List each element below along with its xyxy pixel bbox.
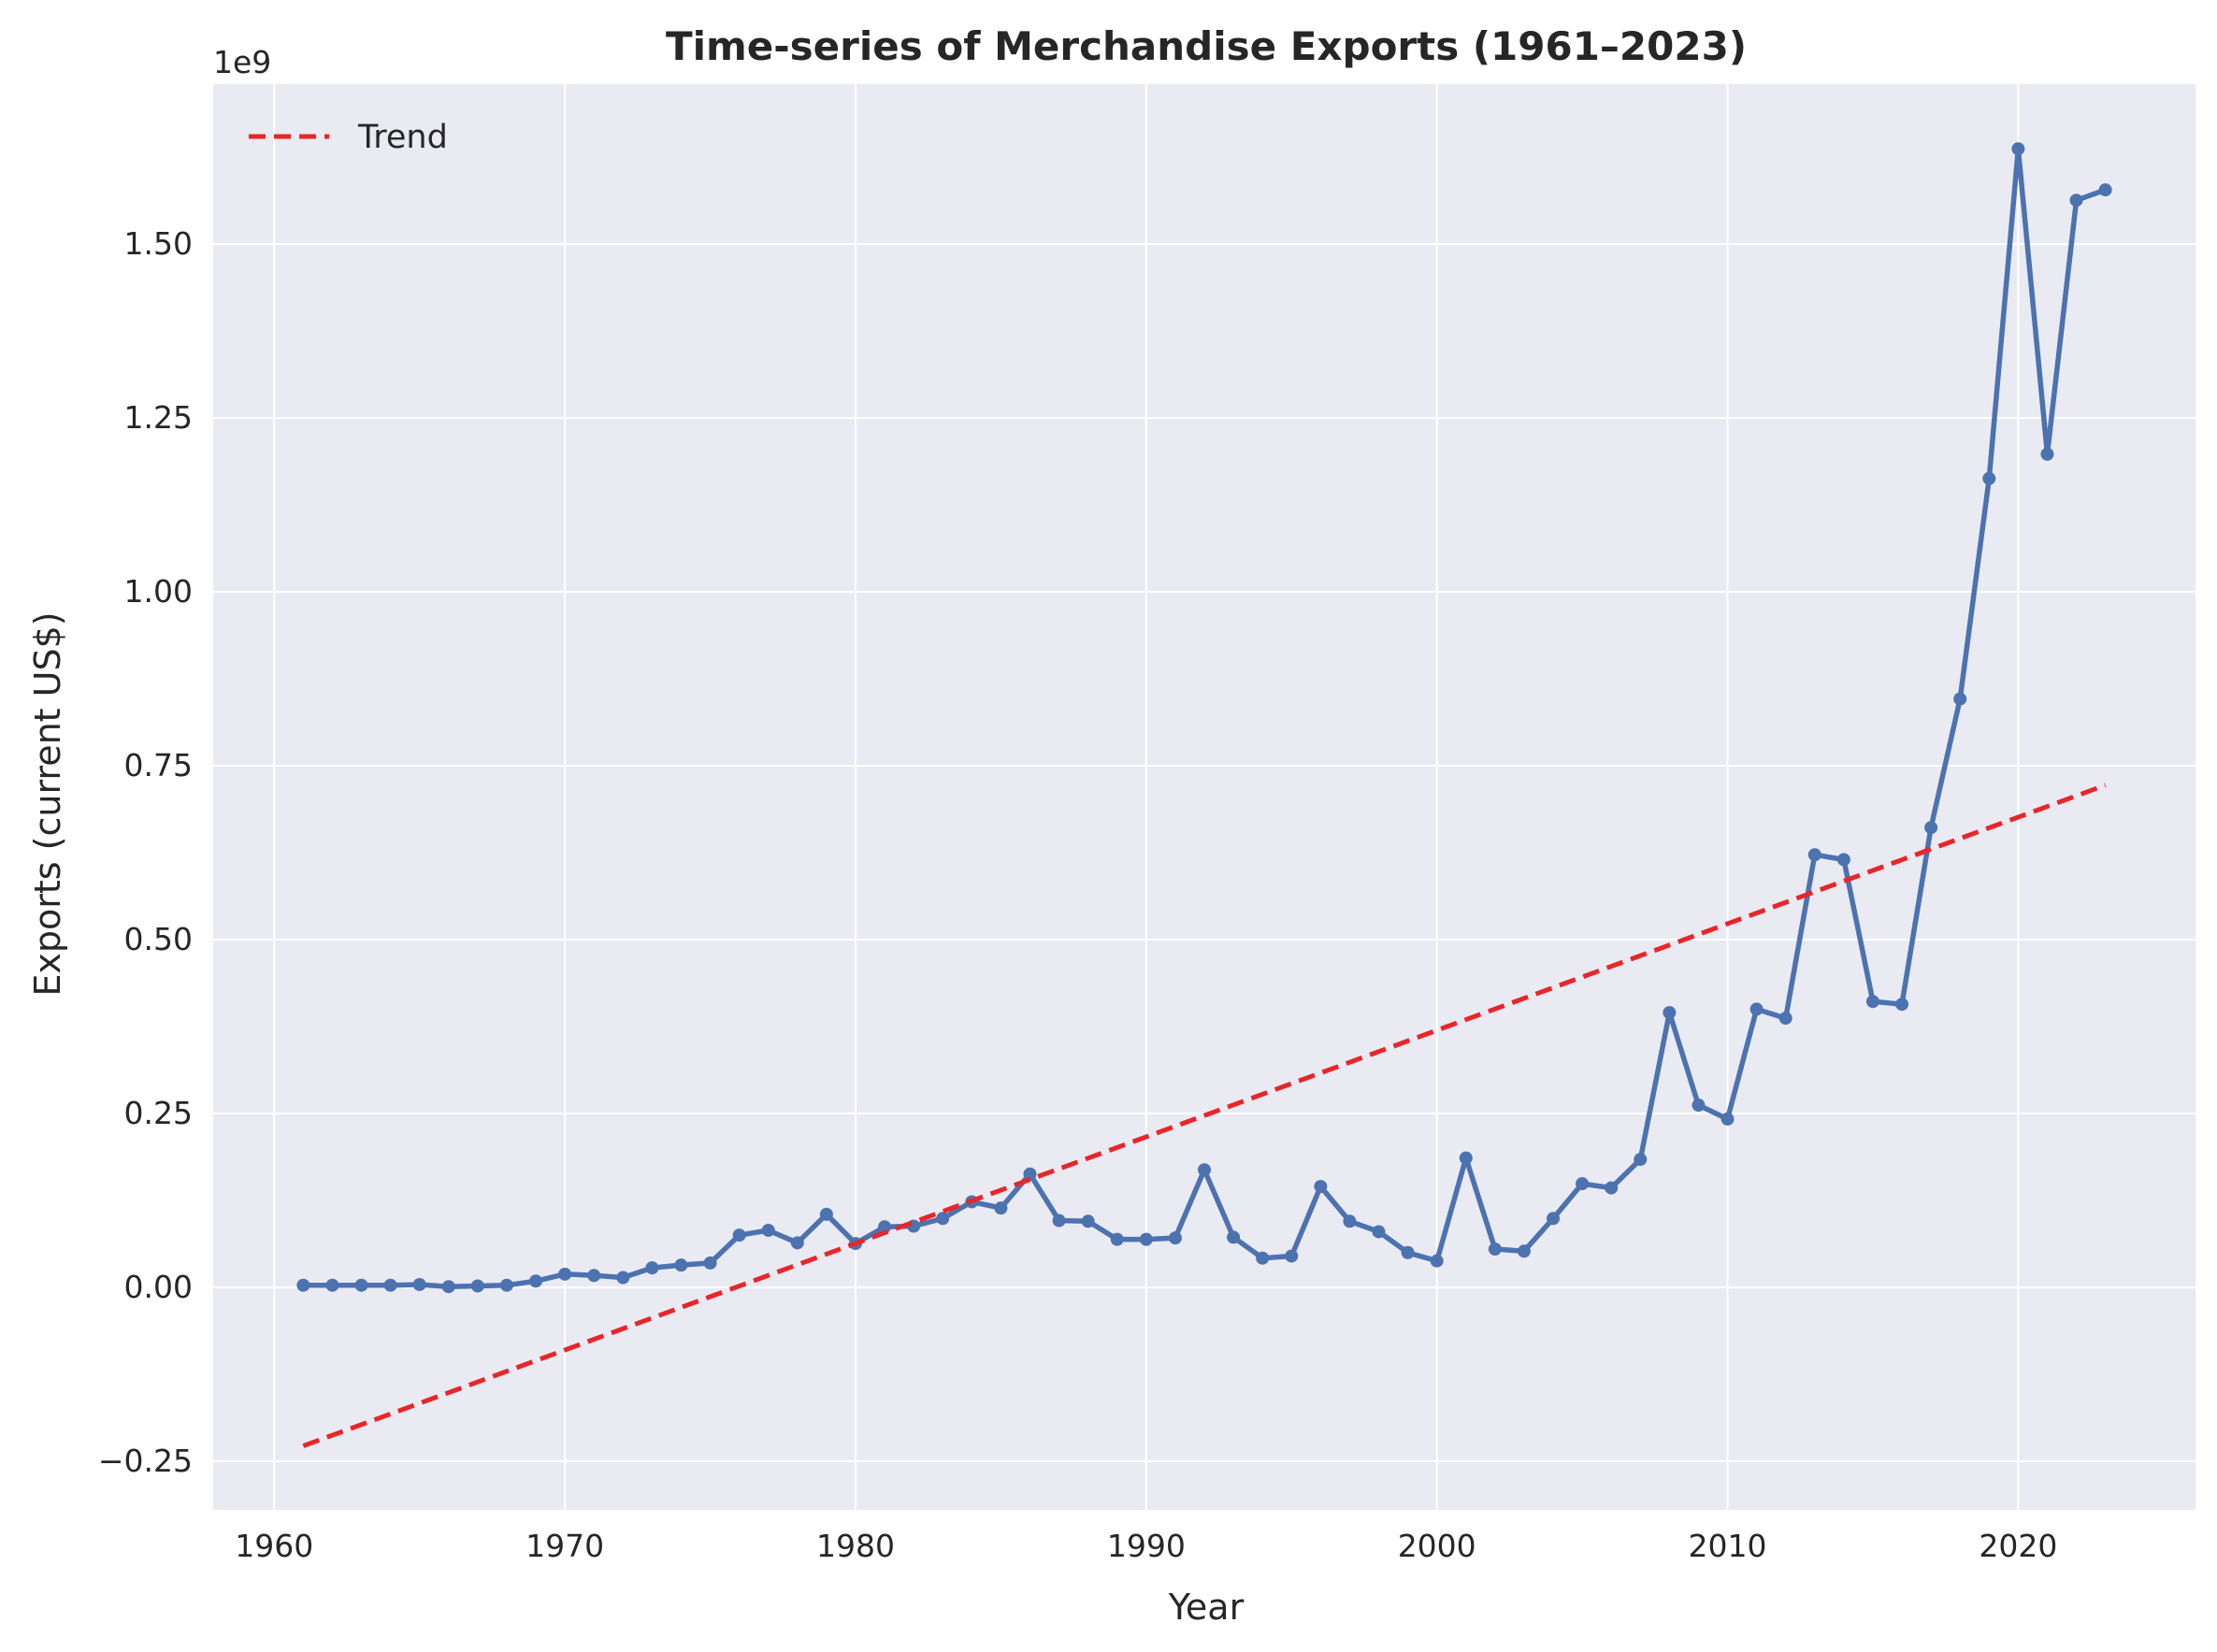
x-tick-label: 1970 bbox=[525, 1528, 604, 1564]
exports-data-point bbox=[1953, 692, 1967, 706]
y-tick-label: −0.25 bbox=[98, 1443, 193, 1479]
exports-data-point bbox=[1139, 1232, 1153, 1246]
grid-lines bbox=[213, 84, 2195, 1510]
exports-data-point bbox=[587, 1269, 601, 1283]
y-tick-label: 1.25 bbox=[124, 399, 193, 436]
exports-data-point bbox=[1895, 998, 1909, 1012]
exports-data-point bbox=[1807, 848, 1821, 862]
y-tick-label: 0.75 bbox=[124, 747, 193, 783]
y-tick-label: 0.00 bbox=[124, 1269, 193, 1305]
exports-data-point bbox=[1430, 1254, 1444, 1268]
y-tick-label: 0.25 bbox=[124, 1095, 193, 1131]
exports-data-point bbox=[2098, 183, 2112, 197]
exports-data-point bbox=[1663, 1006, 1677, 1020]
exports-data-point bbox=[499, 1278, 513, 1292]
exports-data-point bbox=[936, 1212, 950, 1226]
exports-data-point bbox=[1488, 1243, 1502, 1257]
y-offset-label: 1e9 bbox=[213, 44, 271, 80]
exports-data-point bbox=[1227, 1230, 1241, 1244]
exports-data-point bbox=[645, 1261, 659, 1275]
y-axis-ticks: −0.25 0.00 0.25 0.50 0.75 1.00 1.25 1.50 bbox=[98, 225, 193, 1479]
exports-data-point bbox=[1314, 1180, 1328, 1194]
exports-data-point bbox=[1285, 1249, 1299, 1263]
exports-data-point bbox=[1517, 1244, 1531, 1258]
exports-data-point bbox=[1692, 1099, 1706, 1113]
exports-data-point bbox=[1081, 1214, 1095, 1228]
trend-line bbox=[302, 783, 2107, 1448]
exports-data-point bbox=[1372, 1225, 1386, 1239]
y-tick-label: 1.00 bbox=[124, 573, 193, 610]
exports-data-point bbox=[383, 1278, 397, 1292]
exports-data-point bbox=[1749, 1002, 1764, 1016]
exports-data-point bbox=[470, 1279, 484, 1293]
exports-data-point bbox=[703, 1256, 717, 1270]
exports-data-point bbox=[2069, 194, 2083, 208]
legend: Trend bbox=[249, 119, 448, 156]
exports-data-point bbox=[616, 1271, 630, 1285]
exports-data-point bbox=[1576, 1177, 1590, 1191]
exports-data-point bbox=[1547, 1212, 1561, 1226]
exports-data-point bbox=[761, 1223, 775, 1237]
legend-trend-label: Trend bbox=[357, 119, 448, 156]
y-tick-label: 0.50 bbox=[124, 921, 193, 957]
exports-data-point bbox=[994, 1201, 1008, 1215]
exports-data-point bbox=[2011, 142, 2025, 156]
exports-data-point bbox=[354, 1278, 368, 1292]
exports-data-point bbox=[1023, 1167, 1037, 1181]
exports-data-point bbox=[1168, 1231, 1182, 1245]
chart-title: Time-series of Merchandise Exports (1961… bbox=[666, 23, 1747, 69]
exports-data-point bbox=[558, 1267, 572, 1281]
exports-data-point bbox=[819, 1207, 833, 1221]
exports-data-point bbox=[1720, 1112, 1735, 1126]
x-tick-label: 2000 bbox=[1398, 1528, 1476, 1564]
exports-data-point bbox=[1110, 1232, 1124, 1246]
exports-data-point bbox=[1982, 471, 1996, 485]
y-tick-label: 1.50 bbox=[124, 225, 193, 262]
x-tick-label: 1960 bbox=[235, 1528, 313, 1564]
exports-data-point bbox=[529, 1274, 543, 1288]
exports-data-point bbox=[790, 1236, 804, 1250]
x-tick-label: 1980 bbox=[816, 1528, 895, 1564]
x-axis-ticks: 1960 1970 1980 1990 2000 2010 2020 bbox=[235, 1528, 2057, 1564]
exports-data-point bbox=[2040, 447, 2054, 461]
exports-data-point bbox=[1836, 853, 1850, 867]
exports-data-point bbox=[674, 1258, 688, 1272]
y-axis-label: Exports (current US$) bbox=[27, 611, 68, 996]
exports-data-point bbox=[1634, 1153, 1648, 1167]
exports-data-point bbox=[412, 1277, 426, 1291]
exports-data-point bbox=[1198, 1163, 1211, 1177]
exports-data-point bbox=[1778, 1012, 1792, 1026]
exports-data-point bbox=[1052, 1214, 1066, 1228]
exports-data-point bbox=[1401, 1245, 1415, 1259]
x-tick-label: 1990 bbox=[1107, 1528, 1186, 1564]
exports-data-point bbox=[878, 1220, 892, 1234]
exports-data-point bbox=[325, 1278, 339, 1292]
exports-data-point bbox=[1459, 1151, 1473, 1165]
exports-data-point bbox=[296, 1278, 310, 1292]
plot-background bbox=[213, 84, 2195, 1510]
exports-data-point bbox=[1865, 995, 1879, 1009]
series-layer bbox=[296, 142, 2112, 1448]
exports-data-point bbox=[732, 1228, 746, 1243]
exports-data-point bbox=[1256, 1251, 1270, 1265]
exports-data-point bbox=[1605, 1181, 1619, 1195]
x-tick-label: 2010 bbox=[1689, 1528, 1767, 1564]
x-tick-label: 2020 bbox=[1979, 1528, 2057, 1564]
x-axis-label: Year bbox=[1168, 1587, 1245, 1628]
exports-data-point bbox=[441, 1280, 455, 1294]
exports-data-point bbox=[1343, 1214, 1357, 1228]
exports-data-point bbox=[1924, 821, 1938, 835]
